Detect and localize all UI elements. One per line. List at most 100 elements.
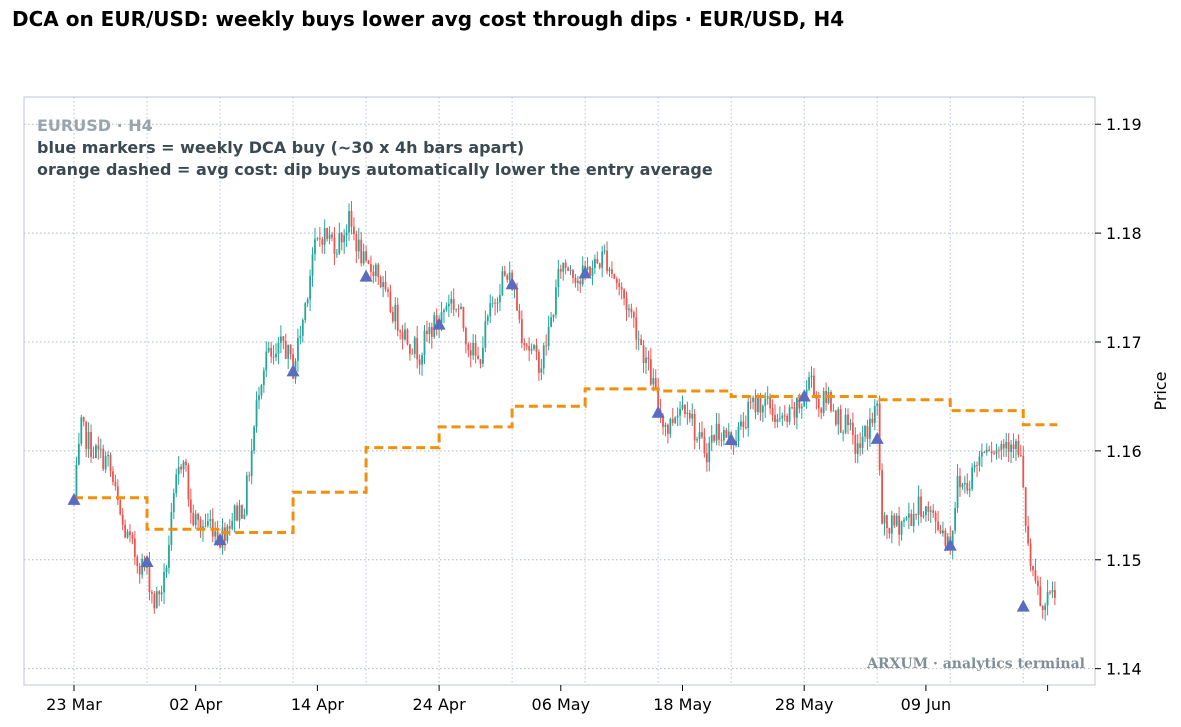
candle-body <box>740 421 742 427</box>
candle-body <box>798 398 801 409</box>
candle-body <box>932 510 935 513</box>
candle-body <box>601 251 604 268</box>
candle-body <box>676 415 679 418</box>
candle-body <box>715 423 718 441</box>
candle-body <box>258 395 260 401</box>
x-tick-label: 06 May <box>532 695 591 714</box>
candle-body <box>754 397 757 413</box>
candle-body <box>348 211 350 233</box>
candle-body <box>883 515 886 524</box>
candle-body <box>185 461 187 466</box>
watermark: ARXUM · analytics terminal <box>866 656 1085 672</box>
candle-body <box>1039 586 1042 607</box>
candle-body <box>873 405 876 423</box>
candle-body <box>469 350 472 356</box>
candle-body <box>881 470 883 524</box>
candle-body <box>727 431 730 438</box>
candle-body <box>491 302 494 304</box>
candle-body <box>572 270 574 278</box>
candle-body <box>1032 565 1034 571</box>
candle-body <box>284 340 287 359</box>
candle-body <box>645 357 647 363</box>
candle-body <box>279 336 282 343</box>
candle-body <box>693 413 696 441</box>
candle-body <box>623 289 625 299</box>
candle-body <box>499 295 501 303</box>
candle-body <box>297 337 299 361</box>
candle-body <box>708 442 711 463</box>
candle-body <box>628 308 630 310</box>
candle-body <box>335 253 338 255</box>
candle-body <box>350 211 353 227</box>
candle-body <box>447 303 450 307</box>
candle-body <box>625 298 628 310</box>
candle-body <box>985 449 988 453</box>
candle-body <box>411 353 414 355</box>
avg-cost-line <box>74 387 1058 535</box>
candle-body <box>1017 440 1020 456</box>
chart-title: DCA on EUR/USD: weekly buys lower avg co… <box>12 7 845 31</box>
candle-body <box>340 233 343 243</box>
candle-body <box>197 513 200 520</box>
candle-body <box>871 418 874 423</box>
x-tick-label: 02 Apr <box>169 695 223 714</box>
candle-body <box>1036 580 1039 587</box>
candle-body <box>615 278 618 284</box>
candle-body <box>890 515 893 534</box>
candle-body <box>199 519 202 531</box>
candle-body <box>774 415 776 423</box>
candle-body <box>596 258 599 264</box>
candle-body <box>537 351 540 373</box>
candle-body <box>791 407 793 409</box>
candle-body <box>374 264 377 277</box>
candle-body <box>177 466 180 475</box>
candle-body <box>477 355 479 360</box>
candle-body <box>703 436 706 454</box>
candle-body <box>1029 543 1032 566</box>
candle-body <box>781 415 784 419</box>
candle-body <box>630 308 633 313</box>
candle-body <box>725 429 728 438</box>
candle-body <box>1046 591 1049 606</box>
candle-body <box>842 432 845 434</box>
candle-body <box>664 424 667 427</box>
candle-body <box>104 456 107 470</box>
candle-body <box>688 412 691 419</box>
candle-body <box>355 234 358 252</box>
candle-body <box>372 271 375 277</box>
candle-body <box>788 407 791 422</box>
candle-body <box>705 453 708 463</box>
candle-body <box>603 250 606 252</box>
candle-body <box>813 375 815 396</box>
candle-body <box>1005 441 1008 449</box>
candle-body <box>287 344 290 359</box>
candle-body <box>221 527 224 548</box>
candle-body <box>384 282 387 290</box>
candle-body <box>817 398 820 409</box>
candlestick-series <box>73 201 1056 621</box>
candle-body <box>1000 444 1003 451</box>
candle-body <box>180 466 182 470</box>
candle-body <box>77 443 80 465</box>
candle-body <box>421 354 423 365</box>
candle-body <box>270 347 273 357</box>
candle-body <box>396 304 399 331</box>
candle-body <box>474 342 477 356</box>
dca-buy-marker <box>505 277 519 290</box>
candle-body <box>713 435 716 441</box>
candle-body <box>759 398 762 413</box>
candle-body <box>959 475 961 488</box>
candle-body <box>593 258 596 269</box>
candle-body <box>121 514 124 525</box>
candle-body <box>482 347 484 364</box>
candle-body <box>523 342 526 345</box>
candle-body <box>654 378 657 389</box>
candle-body <box>1044 605 1047 611</box>
dca-buy-marker <box>724 433 738 445</box>
candle-body <box>893 515 896 526</box>
candle-body <box>922 515 925 517</box>
candle-body <box>1034 570 1037 581</box>
candle-body <box>613 273 616 279</box>
candle-body <box>662 415 664 427</box>
candle-body <box>209 519 212 522</box>
